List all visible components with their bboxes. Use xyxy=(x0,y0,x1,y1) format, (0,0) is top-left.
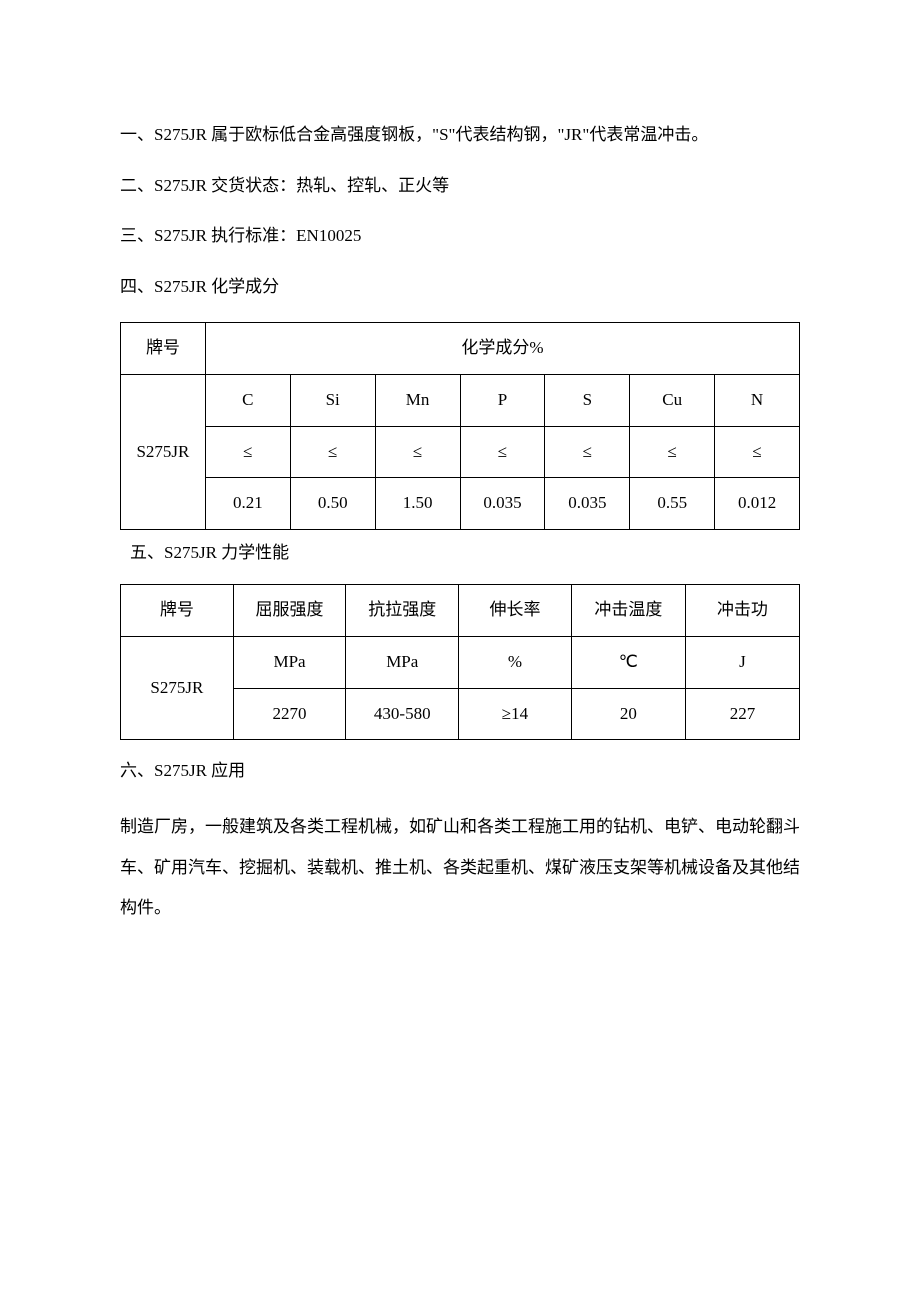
table-cell: ≥14 xyxy=(459,688,572,740)
table-cell: 0.21 xyxy=(205,478,290,530)
table-cell: S275JR xyxy=(121,636,234,739)
table-cell: ℃ xyxy=(571,636,685,688)
table-cell: 冲击功 xyxy=(685,585,799,637)
table-cell: 227 xyxy=(685,688,799,740)
table-cell: % xyxy=(459,636,572,688)
table-cell: ≤ xyxy=(715,426,800,478)
table-cell: Si xyxy=(290,374,375,426)
table-row: 牌号 屈服强度 抗拉强度 伸长率 冲击温度 冲击功 xyxy=(121,585,800,637)
table-cell: 牌号 xyxy=(121,323,206,375)
table-cell: ≤ xyxy=(630,426,715,478)
table-cell: 20 xyxy=(571,688,685,740)
table-cell: ≤ xyxy=(375,426,460,478)
table-cell: J xyxy=(685,636,799,688)
mechanical-properties-table: 牌号 屈服强度 抗拉强度 伸长率 冲击温度 冲击功 S275JR MPa MPa… xyxy=(120,584,800,740)
paragraph-2: 二、S275JR 交货状态：热轧、控轧、正火等 xyxy=(120,171,800,202)
paragraph-5: 五、S275JR 力学性能 xyxy=(130,538,800,569)
table-cell: 430-580 xyxy=(346,688,459,740)
table-cell: Mn xyxy=(375,374,460,426)
table-cell: 伸长率 xyxy=(459,585,572,637)
paragraph-6: 六、S275JR 应用 xyxy=(120,756,800,787)
table-cell: 0.035 xyxy=(460,478,545,530)
paragraph-1: 一、S275JR 属于欧标低合金高强度钢板，"S"代表结构钢，"JR"代表常温冲… xyxy=(120,120,800,151)
table-cell: N xyxy=(715,374,800,426)
table-cell: MPa xyxy=(233,636,346,688)
table-cell: Cu xyxy=(630,374,715,426)
table-row: 0.21 0.50 1.50 0.035 0.035 0.55 0.012 xyxy=(121,478,800,530)
chemical-composition-table: 牌号 化学成分% S275JR C Si Mn P S Cu N ≤ ≤ ≤ ≤… xyxy=(120,322,800,529)
table-row: ≤ ≤ ≤ ≤ ≤ ≤ ≤ xyxy=(121,426,800,478)
table-cell: 0.55 xyxy=(630,478,715,530)
table-cell: S xyxy=(545,374,630,426)
table-cell: 0.035 xyxy=(545,478,630,530)
paragraph-3: 三、S275JR 执行标准：EN10025 xyxy=(120,221,800,252)
table-cell: ≤ xyxy=(460,426,545,478)
table-row: 牌号 化学成分% xyxy=(121,323,800,375)
table-cell: 冲击温度 xyxy=(571,585,685,637)
table-cell: C xyxy=(205,374,290,426)
table-cell: 牌号 xyxy=(121,585,234,637)
table-row: S275JR C Si Mn P S Cu N xyxy=(121,374,800,426)
table-cell: ≤ xyxy=(545,426,630,478)
table-cell: 1.50 xyxy=(375,478,460,530)
table-cell: MPa xyxy=(346,636,459,688)
table-cell: ≤ xyxy=(290,426,375,478)
table-cell: P xyxy=(460,374,545,426)
table-cell: 2270 xyxy=(233,688,346,740)
table-cell: 屈服强度 xyxy=(233,585,346,637)
table-cell: 化学成分% xyxy=(205,323,799,375)
table-cell: S275JR xyxy=(121,374,206,529)
table-cell: ≤ xyxy=(205,426,290,478)
table-cell: 0.012 xyxy=(715,478,800,530)
paragraph-7: 制造厂房，一般建筑及各类工程机械，如矿山和各类工程施工用的钻机、电铲、电动轮翻斗… xyxy=(120,807,800,929)
table-cell: 抗拉强度 xyxy=(346,585,459,637)
table-row: S275JR MPa MPa % ℃ J xyxy=(121,636,800,688)
table-cell: 0.50 xyxy=(290,478,375,530)
paragraph-4: 四、S275JR 化学成分 xyxy=(120,272,800,303)
